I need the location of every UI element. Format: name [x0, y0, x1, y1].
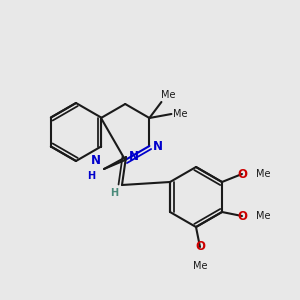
Text: Me: Me — [173, 109, 188, 119]
Text: O: O — [195, 241, 205, 254]
Text: N: N — [91, 154, 101, 167]
Text: H: H — [87, 171, 95, 181]
Text: O: O — [237, 167, 247, 181]
Text: N: N — [129, 151, 139, 164]
Text: Me: Me — [193, 261, 207, 271]
Text: Me: Me — [256, 169, 271, 179]
Text: Me: Me — [161, 90, 176, 100]
Text: H: H — [110, 188, 118, 198]
Text: N: N — [152, 140, 162, 152]
Text: O: O — [237, 209, 247, 223]
Text: Me: Me — [256, 211, 271, 221]
